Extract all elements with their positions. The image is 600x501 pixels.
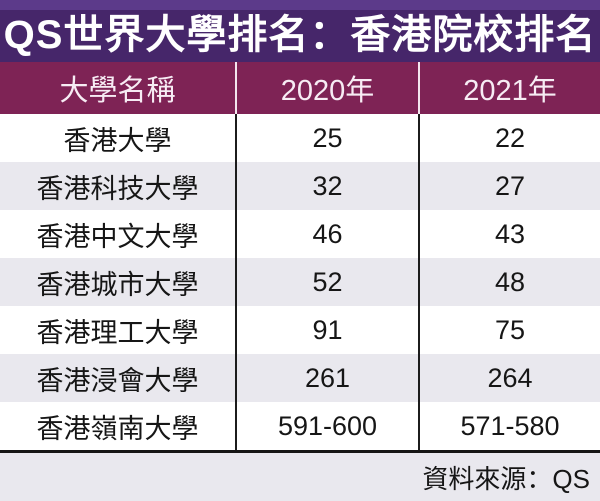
- rank-2020: 52: [235, 258, 418, 306]
- rank-2020: 91: [235, 306, 418, 354]
- university-name: 香港理工大學: [36, 317, 199, 348]
- rank-2021: 43: [418, 210, 600, 258]
- table-header-row: 大學名稱 2020年 2021年: [0, 62, 600, 114]
- data-source-label: 資料來源：QS: [422, 463, 590, 494]
- university-name: 香港中文大學: [36, 221, 199, 252]
- header-university-name: 大學名稱: [59, 75, 176, 107]
- table-row: 香港中文大學 46 43: [0, 210, 600, 258]
- university-name: 香港科技大學: [36, 173, 199, 204]
- table-row: 香港城市大學 52 48: [0, 258, 600, 306]
- rank-2020: 261: [235, 354, 418, 402]
- table-row: 香港理工大學 91 75: [0, 306, 600, 354]
- rank-2020: 46: [235, 210, 418, 258]
- table-bottom-rule: [0, 450, 600, 453]
- table-row: 香港科技大學 32 27: [0, 162, 600, 210]
- table-row: 香港浸會大學 261 264: [0, 354, 600, 402]
- rank-2021: 571-580: [418, 402, 600, 450]
- rank-2021: 48: [418, 258, 600, 306]
- table-row: 香港嶺南大學 591-600 571-580: [0, 402, 600, 450]
- university-name: 香港嶺南大學: [36, 413, 199, 444]
- rank-2021: 27: [418, 162, 600, 210]
- rank-2020: 32: [235, 162, 418, 210]
- university-name: 香港浸會大學: [36, 365, 199, 396]
- page-title: QS世界大學排名：香港院校排名: [3, 13, 597, 57]
- top-accent-strip: [0, 0, 600, 10]
- rank-2021: 22: [418, 114, 600, 162]
- university-name: 香港大學: [63, 125, 172, 156]
- footer-band: 資料來源：QS: [0, 453, 600, 501]
- rank-2020: 591-600: [235, 402, 418, 450]
- header-year-2020: 2020年: [235, 62, 418, 114]
- title-band: QS世界大學排名：香港院校排名: [0, 10, 600, 62]
- rank-2021: 264: [418, 354, 600, 402]
- university-name: 香港城市大學: [36, 269, 199, 300]
- rankings-table: 大學名稱 2020年 2021年 香港大學 25 22 香港科技大學 32 27…: [0, 62, 600, 501]
- table-row: 香港大學 25 22: [0, 114, 600, 162]
- header-year-2021: 2021年: [418, 62, 600, 114]
- rank-2021: 75: [418, 306, 600, 354]
- rank-2020: 25: [235, 114, 418, 162]
